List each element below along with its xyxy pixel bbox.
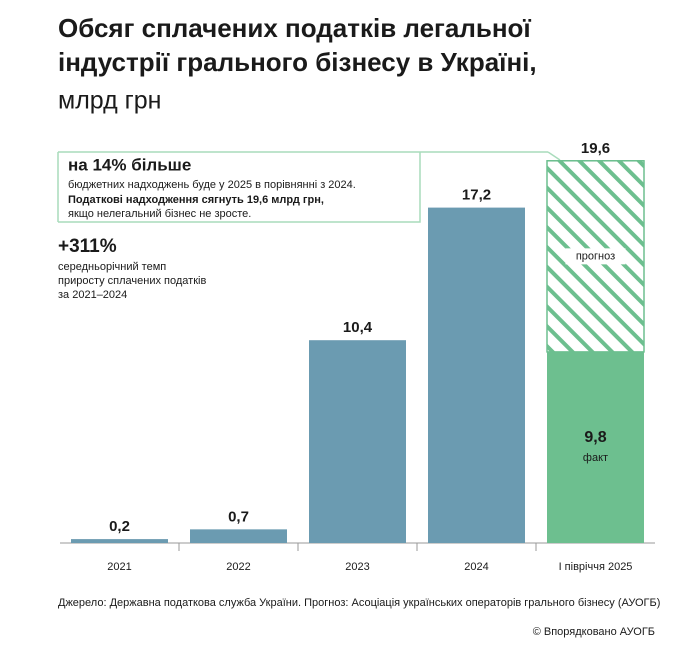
side-note-text: середньорічний темп: [58, 261, 166, 273]
callout: на 14% більше бюджетних надходжень буде …: [57, 151, 561, 223]
chart-subtitle: млрд грн: [58, 87, 161, 115]
side-note-text: приросту сплачених податків: [58, 275, 206, 287]
data-label: 0,2: [109, 518, 130, 535]
bar: [71, 539, 168, 543]
data-label: 0,7: [228, 508, 249, 525]
total-label: 19,6: [581, 140, 610, 157]
bar: [547, 351, 644, 543]
side-note-text: за 2021–2024: [58, 289, 127, 301]
series-label: факт: [583, 452, 608, 464]
bar: [309, 340, 406, 543]
data-label: 9,8: [584, 429, 606, 446]
callout-text: Податкові надходження сягнуть 19,6 млрд …: [68, 194, 324, 206]
callout-connector: [547, 151, 561, 161]
chart-title: Обсяг сплачених податків легальної: [58, 13, 531, 43]
chart-title: індустрії грального бізнесу в Україні,: [58, 47, 537, 77]
x-tick-label: 2024: [464, 561, 488, 573]
x-tick-label: І півріччя 2025: [559, 561, 633, 573]
bar: [190, 529, 287, 543]
series-label-box: [565, 248, 626, 265]
series-label: прогноз: [576, 250, 615, 262]
data-label: 10,4: [343, 319, 373, 336]
x-tick-label: 2021: [107, 561, 131, 573]
callout-headline: на 14% більше: [68, 155, 191, 174]
x-tick-label: 2023: [345, 561, 369, 573]
callout-text: бюджетних надходжень буде у 2025 в порів…: [68, 179, 356, 191]
source: Джерело: Державна податкова служба Украї…: [58, 597, 660, 609]
bar: [428, 207, 525, 543]
callout-frame: [57, 151, 548, 223]
credit: © Впорядковано АУОГБ: [533, 626, 655, 638]
side-note-headline: +311%: [58, 236, 117, 257]
data-label: 17,2: [462, 187, 491, 204]
callout-text: якщо нелегальний бізнес не зросте.: [68, 208, 251, 220]
x-tick-label: 2022: [226, 561, 250, 573]
